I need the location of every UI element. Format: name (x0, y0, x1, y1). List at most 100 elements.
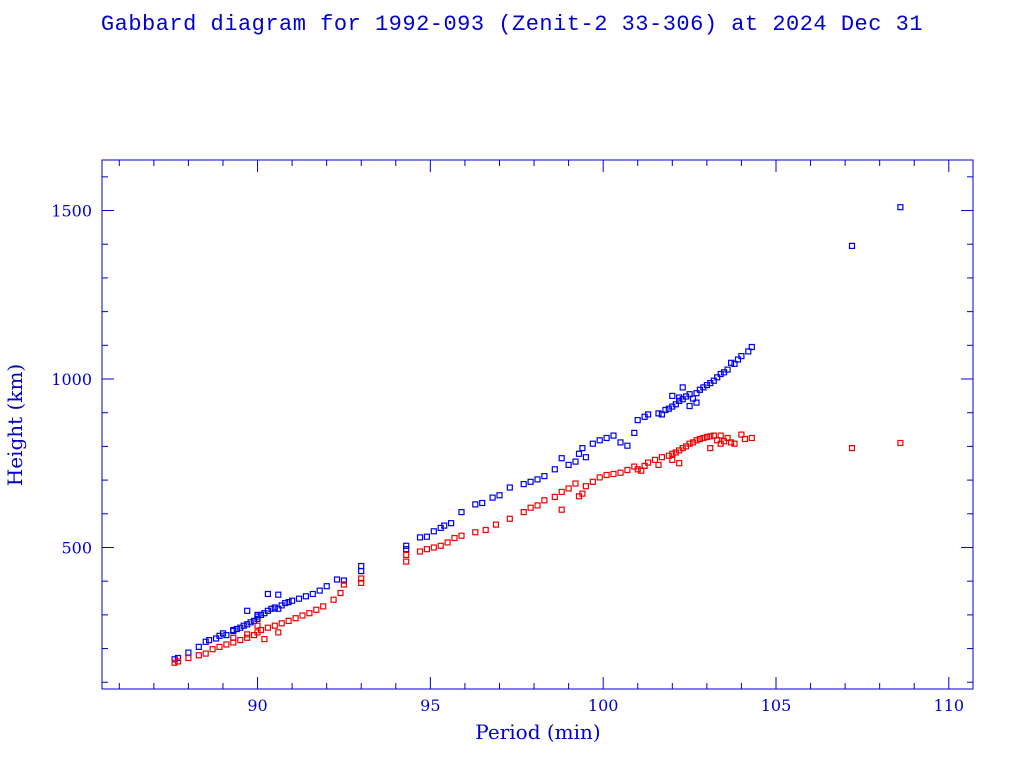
y-tick-label: 1500 (51, 202, 92, 221)
apogee-point (458, 509, 465, 516)
apogee-point (264, 590, 271, 598)
apogee-point (693, 399, 700, 406)
apogee-point (316, 587, 323, 594)
data-points (171, 204, 904, 666)
perigee-point (693, 437, 700, 444)
apogee-point (748, 343, 755, 351)
apogee-point (689, 395, 697, 402)
perigee-point (551, 493, 558, 500)
perigee-point (430, 544, 437, 551)
apogee-point (589, 440, 596, 447)
apogee-point (686, 402, 693, 410)
perigee-point (358, 575, 365, 582)
apogee-point (596, 437, 603, 444)
perigee-point (720, 438, 728, 445)
x-tick-label: 90 (247, 696, 267, 715)
perigee-point (261, 635, 268, 643)
perigee-point (541, 497, 548, 504)
apogee-point (489, 494, 496, 501)
perigee-point (195, 652, 202, 659)
apogee-point (575, 450, 583, 457)
apogee-point (247, 619, 254, 626)
apogee-point (271, 604, 278, 611)
apogee-point (679, 384, 686, 391)
apogee-point (717, 370, 724, 378)
perigee-point (185, 654, 192, 662)
perigee-point (651, 456, 659, 463)
apogee-point (676, 397, 683, 404)
apogee-point (579, 445, 586, 452)
perigee-point (658, 454, 666, 461)
perigee-point (216, 643, 223, 651)
perigee-point (257, 626, 265, 634)
perigee-point (610, 470, 617, 478)
apogee-point (285, 598, 292, 606)
perigee-point (278, 620, 285, 627)
axis-ticks (102, 160, 973, 689)
apogee-point (219, 630, 227, 637)
perigee-point (437, 542, 444, 549)
apogee-point (233, 625, 240, 633)
apogee-point (195, 643, 202, 651)
apogee-point (745, 348, 752, 355)
apogee-point (275, 591, 282, 598)
perigee-point (174, 658, 182, 665)
apogee-point (558, 455, 565, 462)
perigee-point (669, 450, 676, 457)
x-tick-label: 110 (934, 696, 965, 715)
x-tick-label: 95 (420, 696, 440, 715)
x-tick-label: 105 (761, 696, 792, 715)
perigee-point (320, 603, 327, 610)
perigee-point (579, 490, 586, 497)
apogee-point (240, 622, 247, 629)
x-axis-label: Period (min) (475, 720, 600, 744)
apogee-point (662, 406, 669, 414)
perigee-point (644, 459, 652, 466)
apogee-point (289, 597, 296, 604)
perigee-point (423, 546, 430, 553)
apogee-point (282, 599, 289, 607)
apogee-point (403, 542, 410, 549)
perigee-point (458, 532, 465, 539)
apogee-point (534, 476, 541, 483)
perigee-point (558, 488, 565, 495)
perigee-point (202, 650, 209, 657)
apogee-point (430, 528, 437, 535)
apogee-point (658, 411, 666, 418)
perigee-point (292, 615, 299, 622)
perigee-point (271, 622, 278, 629)
apogee-point (448, 520, 455, 527)
apogee-point (676, 394, 683, 401)
perigee-point (714, 437, 721, 444)
apogee-point (206, 636, 213, 644)
apogee-point (506, 484, 513, 491)
perigee-point (230, 634, 237, 641)
perigee-point (223, 641, 230, 648)
apogee-point (230, 626, 237, 634)
apogee-point (727, 359, 735, 366)
y-axis-label: Height (km) (3, 364, 27, 486)
apogee-point (686, 391, 693, 398)
perigee-point (655, 461, 662, 468)
perigee-point (209, 646, 216, 653)
apogee-point (174, 654, 182, 662)
perigee-point (686, 440, 693, 447)
perigee-point (696, 435, 704, 443)
perigee-point (306, 610, 313, 617)
apogee-point (333, 576, 341, 583)
perigee-point (492, 521, 500, 528)
y-tick-label: 1000 (51, 370, 92, 389)
perigee-point (565, 485, 572, 492)
apogee-point (416, 534, 424, 541)
apogee-point (734, 356, 742, 363)
apogee-point (403, 546, 410, 553)
apogee-point (358, 562, 365, 570)
apogee-point (610, 432, 617, 439)
perigee-point (558, 506, 565, 513)
perigee-point (264, 624, 271, 631)
apogee-point (185, 649, 192, 656)
perigee-point (275, 629, 282, 636)
perigee-point (589, 478, 596, 485)
perigee-point (244, 631, 251, 638)
apogee-point (631, 429, 638, 436)
